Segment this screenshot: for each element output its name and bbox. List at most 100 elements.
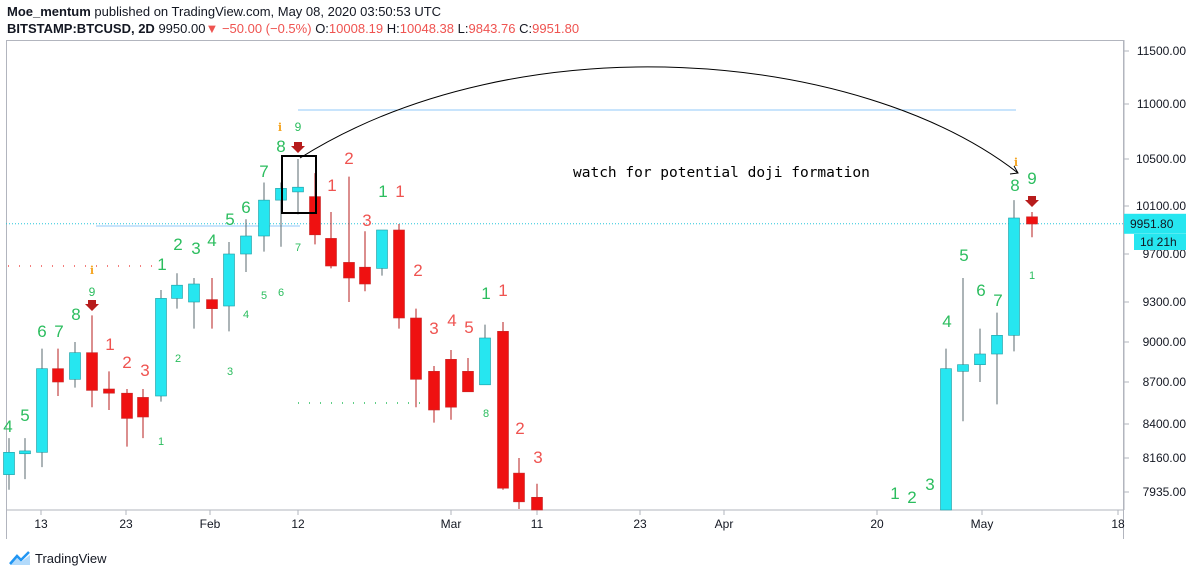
candle-body	[376, 229, 388, 269]
info-marker-icon: i	[90, 264, 94, 277]
td-count-label: 2	[907, 488, 916, 507]
candle-body	[410, 317, 422, 380]
candle-body	[36, 368, 48, 453]
td-count-label: 4	[3, 417, 12, 436]
td-count-label: 5	[225, 210, 234, 229]
td-count-label: 3	[533, 448, 542, 467]
td-count-label: 1	[395, 182, 404, 201]
candle-body	[188, 283, 200, 303]
candle-body	[531, 496, 543, 511]
candle	[531, 483, 543, 511]
td-setup-count: 1	[158, 436, 164, 448]
countdown-tag	[1134, 234, 1186, 250]
price-change: −50.00 (−0.5%)	[221, 21, 312, 36]
candle-body	[974, 353, 986, 365]
open-value: 10008.19	[328, 21, 384, 36]
candle	[86, 315, 98, 408]
high-value: 10048.38	[399, 21, 455, 36]
td-count-label: 3	[429, 319, 438, 338]
td-count-label: 6	[976, 281, 985, 300]
price-tick-label: 11000.00	[1137, 97, 1186, 111]
td-count-label: 4	[207, 231, 216, 250]
td-count-label: 6	[37, 322, 46, 341]
candle-body	[258, 199, 270, 237]
symbol-legend: BITSTAMP:BTCUSD, 2D 9950.00▼ −50.00 (−0.…	[7, 21, 579, 36]
time-tick-label: May	[971, 517, 994, 531]
price-axis[interactable]: 11500.00 11000.00 10500.00 10100.00 9700.00 9…	[1124, 44, 1186, 499]
candle	[240, 219, 252, 272]
candle	[497, 322, 509, 490]
high-label: H:	[386, 21, 400, 36]
last-price: 9950.00	[158, 21, 206, 36]
sell-arrow-icon	[1025, 196, 1039, 207]
time-axis[interactable]: 13 23 Feb 12 Mar 11 23 Apr 20 May 18	[34, 510, 1125, 531]
tradingview-footer: TradingView	[9, 548, 107, 568]
candle	[513, 458, 525, 509]
candle	[52, 348, 64, 396]
price-tick-label: 9300.00	[1143, 295, 1187, 309]
time-tick-label: 23	[633, 517, 647, 531]
candle-body	[240, 235, 252, 255]
candle	[3, 438, 15, 490]
candle	[103, 371, 115, 410]
time-tick-label: 23	[119, 517, 133, 531]
price-tick-label: 8160.00	[1143, 451, 1187, 465]
td-count-label: 1	[105, 335, 114, 354]
time-tick-label: Feb	[200, 517, 221, 531]
td-count-label: 2	[344, 149, 353, 168]
td-count-label: 1	[157, 255, 166, 274]
candle	[376, 229, 388, 276]
doji-annotation[interactable]: watch for potential doji formation	[573, 165, 870, 181]
price-tick-label: 8400.00	[1143, 417, 1187, 431]
symbol-name[interactable]: BITSTAMP:BTCUSD, 2D	[7, 21, 155, 36]
chart-canvas[interactable]: 11500.00 11000.00 10500.00 10100.00 9700.00 9…	[0, 0, 1200, 545]
time-tick-label: 18	[1111, 517, 1125, 531]
price-tick-label: 10100.00	[1136, 199, 1186, 213]
candle	[223, 242, 235, 332]
candle-body	[940, 368, 952, 511]
time-tick-label: 20	[870, 517, 884, 531]
published-text: published on TradingView.com, May 08, 20…	[94, 4, 442, 19]
candle-body	[359, 266, 371, 285]
td-count-label: 1	[481, 284, 490, 303]
time-tick-label: 11	[531, 517, 544, 531]
td-count-label: 1	[498, 281, 507, 300]
candle-body	[52, 368, 64, 383]
td-count-label: 8	[71, 305, 80, 324]
info-marker-icon: i	[1014, 156, 1018, 169]
td-count-label: 7	[993, 291, 1002, 310]
candle-body	[957, 364, 969, 372]
close-value: 9951.80	[532, 21, 580, 36]
td-count-label: 8	[276, 137, 285, 156]
td-count-label: 1	[327, 176, 336, 195]
highlight-box[interactable]	[281, 155, 317, 214]
countdown-tag-text: 1d 21h	[1140, 235, 1177, 249]
td-count-label: 9	[295, 120, 302, 134]
td-count-label: 7	[54, 322, 63, 341]
price-tick-label: 8700.00	[1143, 375, 1187, 389]
author-name[interactable]: Moe_mentum	[7, 4, 91, 19]
td-setup-count: 4	[243, 309, 249, 321]
open-label: O:	[315, 21, 329, 36]
td-setup-count: 8	[483, 408, 489, 420]
time-tick-label: Apr	[715, 517, 734, 531]
candle	[940, 348, 952, 511]
td-count-label: 9	[89, 285, 96, 299]
candle	[155, 290, 167, 402]
candle-body	[19, 450, 31, 455]
candle	[36, 348, 48, 468]
candle	[325, 212, 337, 269]
candle-body	[343, 262, 355, 279]
sell-arrow-icon	[85, 300, 99, 311]
td-count-label: 2	[122, 353, 131, 372]
candle-body	[86, 352, 98, 391]
candle	[957, 278, 969, 422]
arrow-head-icon	[1009, 165, 1019, 175]
arc-arrow[interactable]	[299, 66, 1019, 174]
tradingview-brand: TradingView	[35, 550, 107, 566]
time-tick-label: 12	[291, 517, 305, 531]
candle	[1008, 200, 1020, 352]
candle-body	[137, 397, 149, 418]
candle-body	[171, 284, 183, 299]
